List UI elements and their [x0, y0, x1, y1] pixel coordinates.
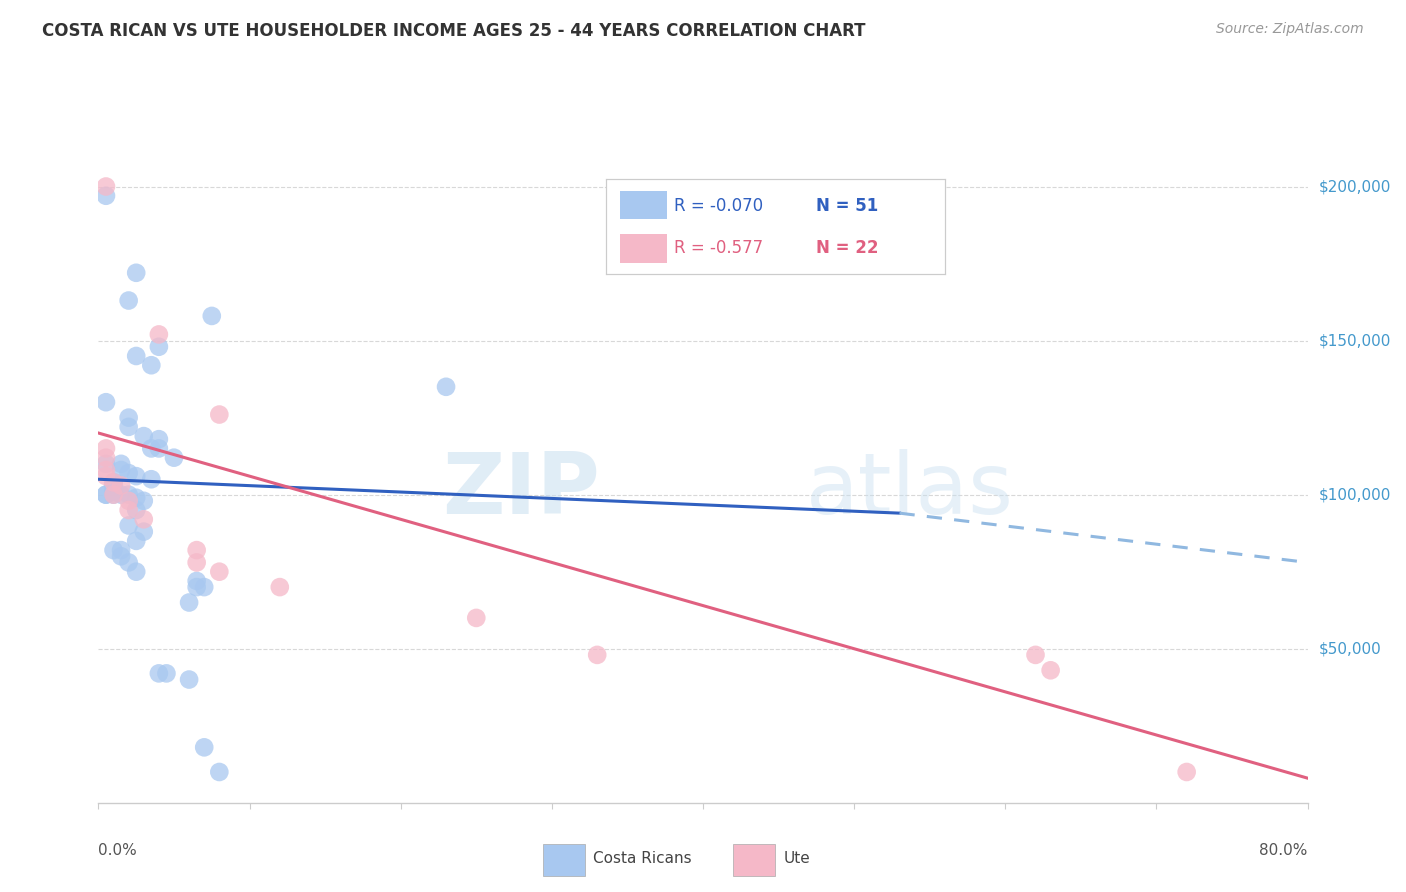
Point	[94, 188, 117, 202]
Point	[141, 442, 163, 456]
Point	[110, 463, 132, 477]
Point	[110, 478, 132, 492]
Text: R = -0.070: R = -0.070	[673, 197, 763, 215]
Point	[118, 518, 141, 533]
Point	[94, 442, 117, 456]
Point	[186, 543, 208, 558]
Point	[193, 580, 215, 594]
Point	[125, 565, 148, 579]
Text: $150,000: $150,000	[1319, 333, 1391, 348]
Point	[103, 488, 125, 502]
FancyBboxPatch shape	[620, 235, 668, 262]
Text: atlas: atlas	[806, 450, 1014, 533]
Point	[94, 395, 117, 409]
Point	[110, 457, 132, 471]
Point	[141, 358, 163, 372]
Point	[1175, 764, 1198, 779]
Point	[269, 580, 291, 594]
Point	[118, 556, 141, 570]
Text: R = -0.577: R = -0.577	[673, 239, 763, 258]
Point	[110, 549, 132, 564]
Point	[94, 463, 117, 477]
Point	[103, 543, 125, 558]
Point	[118, 420, 141, 434]
FancyBboxPatch shape	[733, 844, 775, 876]
Point	[110, 488, 132, 502]
Point	[193, 740, 215, 755]
Text: 80.0%: 80.0%	[1260, 844, 1308, 858]
Point	[118, 493, 141, 508]
Point	[186, 574, 208, 588]
Point	[141, 472, 163, 486]
Point	[118, 503, 141, 517]
Point	[103, 482, 125, 496]
Point	[103, 484, 125, 499]
Text: Costa Ricans: Costa Ricans	[593, 851, 692, 866]
Point	[110, 543, 132, 558]
Point	[125, 503, 148, 517]
Point	[118, 410, 141, 425]
Point	[94, 469, 117, 483]
Point	[586, 648, 609, 662]
Point	[465, 611, 488, 625]
Point	[132, 512, 155, 526]
Point	[125, 491, 148, 505]
Point	[201, 309, 224, 323]
Text: ZIP: ZIP	[443, 450, 600, 533]
Text: $100,000: $100,000	[1319, 487, 1391, 502]
Text: Ute: Ute	[783, 851, 810, 866]
Point	[148, 432, 170, 446]
Point	[118, 293, 141, 308]
Point	[118, 466, 141, 480]
Point	[94, 179, 117, 194]
Point	[94, 450, 117, 465]
Text: Source: ZipAtlas.com: Source: ZipAtlas.com	[1216, 22, 1364, 37]
Point	[132, 493, 155, 508]
Point	[125, 533, 148, 548]
Text: N = 22: N = 22	[815, 239, 879, 258]
Point	[103, 478, 125, 492]
Point	[208, 408, 231, 422]
Point	[94, 457, 117, 471]
Point	[94, 488, 117, 502]
Point	[434, 380, 457, 394]
Point	[155, 666, 177, 681]
Point	[186, 580, 208, 594]
Point	[148, 666, 170, 681]
Point	[148, 340, 170, 354]
Point	[148, 327, 170, 342]
Point	[1024, 648, 1046, 662]
Point	[125, 469, 148, 483]
Point	[208, 764, 231, 779]
Point	[177, 673, 201, 687]
Point	[94, 488, 117, 502]
FancyBboxPatch shape	[620, 191, 668, 219]
Text: N = 51: N = 51	[815, 197, 879, 215]
Text: $200,000: $200,000	[1319, 179, 1391, 194]
Text: 0.0%: 0.0%	[98, 844, 138, 858]
Point	[163, 450, 186, 465]
Point	[103, 488, 125, 502]
Point	[118, 488, 141, 502]
Point	[132, 524, 155, 539]
Text: COSTA RICAN VS UTE HOUSEHOLDER INCOME AGES 25 - 44 YEARS CORRELATION CHART: COSTA RICAN VS UTE HOUSEHOLDER INCOME AG…	[42, 22, 866, 40]
Point	[148, 442, 170, 456]
Text: $50,000: $50,000	[1319, 641, 1382, 657]
Point	[177, 595, 201, 609]
Point	[208, 565, 231, 579]
Point	[132, 429, 155, 443]
Point	[125, 266, 148, 280]
Point	[186, 556, 208, 570]
Point	[103, 475, 125, 490]
Point	[1039, 663, 1062, 677]
FancyBboxPatch shape	[543, 844, 585, 876]
Point	[125, 349, 148, 363]
Point	[103, 475, 125, 490]
